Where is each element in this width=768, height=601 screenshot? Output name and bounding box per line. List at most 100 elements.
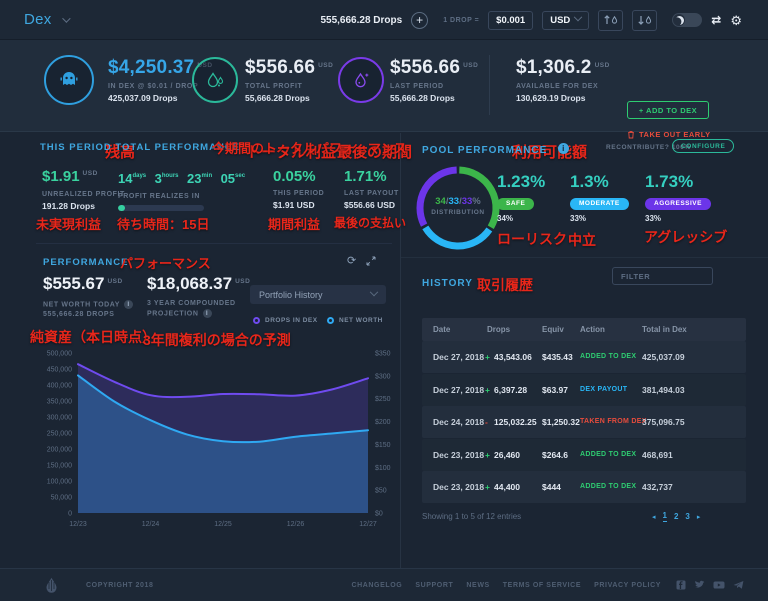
chevron-down-icon[interactable] (61, 13, 71, 23)
svg-text:$350: $350 (375, 351, 391, 358)
projection-value: $18,068.37 (147, 274, 233, 293)
available-sub: 130,629.19 Drops (516, 93, 586, 103)
total-profit-label: TOTAL PROFIT (245, 83, 303, 90)
app-switcher[interactable]: Dex (24, 11, 52, 28)
legend-net-worth: NET WORTH (327, 317, 383, 324)
countdown-days-unit: days (132, 172, 147, 179)
tier-safe: 1.23% SAFE 34% (497, 172, 545, 223)
annotation-net-worth: 純資産（本日時点） (30, 329, 156, 345)
col-drops: Drops (487, 325, 511, 334)
countdown-sec: 05 (220, 171, 236, 186)
table-cell: Dec 24, 2018 (433, 417, 485, 427)
footer-link-news[interactable]: NEWS (466, 581, 490, 589)
table-cell: Dec 23, 2018 (433, 449, 485, 460)
history-title: HISTORY (422, 278, 473, 289)
annotation-safe: ローリスク (497, 231, 567, 247)
svg-text:100,000: 100,000 (47, 479, 72, 486)
available-value: $1,306.2 (516, 57, 592, 78)
svg-text:200,000: 200,000 (47, 447, 72, 454)
annotation-unrealized: 未実現利益 (36, 217, 102, 232)
profit-progress-bar (118, 205, 204, 211)
youtube-icon[interactable] (713, 580, 725, 590)
app-name: Dex (24, 11, 52, 28)
history-summary: Showing 1 to 5 of 12 entries (422, 512, 522, 521)
portfolio-history-select[interactable]: Portfolio History (250, 285, 386, 304)
table-cell: 26,460 (494, 449, 520, 460)
annotation-this-period: 期間利益 (268, 217, 321, 232)
info-icon[interactable]: i (557, 143, 569, 155)
unrealized-label: UNREALIZED PROFIT (42, 191, 125, 198)
twitter-icon[interactable] (694, 580, 705, 590)
aggressive-pct: 33% (645, 214, 662, 223)
annotation-last-payout: 最後の支払い (334, 216, 407, 230)
table-cell: $1,250.32 (542, 417, 580, 427)
table-cell: 44,400 (494, 482, 520, 492)
table-row[interactable]: Dec 27, 2018 +43,543.06 $435.43 ADDED TO DE… (422, 341, 746, 373)
pagination-page-2[interactable]: 2 (673, 512, 679, 521)
annotation-total-profit: トータル利益 (246, 144, 337, 161)
refresh-icon[interactable]: ⟳ (347, 255, 357, 267)
unrealized-value: $1.91 (42, 168, 80, 185)
pagination-next-icon[interactable]: ▸ (696, 513, 701, 521)
svg-text:$50: $50 (375, 488, 387, 495)
donut-center-text: 34/33/33% (435, 196, 481, 207)
col-total: Total in Dex (642, 325, 687, 334)
chevron-down-icon (574, 12, 583, 22)
svg-text:500,000: 500,000 (47, 351, 72, 358)
footer-link-changelog[interactable]: CHANGELOG (351, 581, 403, 589)
last-period-unit: USD (463, 61, 479, 69)
info-icon[interactable]: i (202, 309, 212, 318)
facebook-icon[interactable] (676, 580, 686, 590)
configure-button[interactable]: CONFIGURE (672, 139, 735, 153)
table-row[interactable]: Dec 24, 2018-125,032.25 $1,250.32 TAKEN FR… (422, 406, 746, 438)
footer-link-terms-of-service[interactable]: TERMS OF SERVICE (502, 581, 582, 589)
pool-performance-header: POOL PERFORMANCE i (422, 140, 569, 158)
gear-icon[interactable]: ⚙ (730, 12, 742, 28)
swap-icon[interactable]: ⇄ (711, 13, 722, 27)
table-cell: + (485, 482, 490, 492)
info-icon[interactable]: i (124, 300, 134, 309)
table-cell: ADDED TO DEX (580, 483, 637, 490)
svg-text:$100: $100 (375, 465, 391, 472)
recontribute-label: RECONTRIBUTE? 100% (606, 144, 691, 151)
table-cell: + (485, 352, 490, 362)
history-table-header: Date Drops Equiv Action Total in Dex (422, 318, 746, 341)
dark-mode-toggle[interactable] (672, 13, 703, 27)
currency-select[interactable]: USD (542, 10, 590, 30)
table-cell: ADDED TO DEX (580, 353, 637, 360)
annotation-period-performance: 今期間のトータルパフォーマンス (212, 141, 407, 156)
rate-value-input[interactable]: $0.001 (488, 10, 534, 30)
add-drops-button[interactable]: + (411, 11, 429, 29)
pagination-page-1[interactable]: 1 (662, 511, 667, 522)
take-out-early-button[interactable]: TAKE OUT EARLY (627, 130, 711, 139)
tier-aggressive: 1.73% AGGRESSIVE 33% (645, 172, 711, 223)
pagination-page-3[interactable]: 3 (685, 512, 690, 521)
performance-chart: 0 50,000 100,000 150,000 200,000 250,000 300,0… (47, 351, 391, 529)
expand-icon[interactable] (366, 256, 376, 266)
table-row[interactable]: Dec 27, 2018 +6,397.28 $63.97 DEX PAYOUT 381… (422, 373, 746, 406)
filter-input[interactable] (612, 267, 713, 285)
social-icons (676, 580, 744, 590)
table-row[interactable]: Dec 23, 2018 +26,460 $264.6 ADDED TO DEX 468… (422, 438, 746, 471)
balance-stat-icon-circle (44, 55, 94, 105)
drop-logo (46, 577, 57, 593)
table-cell: TAKEN FROM DEX (580, 418, 647, 425)
this-period-value: 0.05% (273, 168, 316, 185)
add-to-dex-button[interactable]: + ADD TO DEX (627, 101, 709, 119)
table-cell: 375,096.75 (642, 417, 685, 427)
currency-value: USD (550, 14, 571, 26)
available-unit: USD (594, 61, 610, 69)
svg-text:12/26: 12/26 (287, 521, 305, 528)
footer-link-privacy-policy[interactable]: PRIVACY POLICY (594, 581, 661, 589)
balance-sub: 425,037.09 Drops (108, 93, 178, 103)
table-row[interactable]: Dec 23, 2018 +44,400 $444 ADDED TO DEX 432,7… (422, 471, 746, 503)
table-cell: - (485, 417, 488, 427)
withdraw-drops-button[interactable] (632, 9, 658, 31)
annotation-last-period: 最後の期間 (337, 144, 413, 161)
total-profit-stat: $556.66 USD TOTAL PROFIT 55,666.28 Drops (245, 57, 333, 103)
table-cell: + (485, 384, 490, 395)
pagination-prev-icon[interactable]: ◂ (652, 513, 656, 521)
footer-link-support[interactable]: SUPPORT (415, 581, 454, 589)
deposit-drops-button[interactable] (598, 9, 624, 31)
telegram-icon[interactable] (733, 580, 744, 590)
